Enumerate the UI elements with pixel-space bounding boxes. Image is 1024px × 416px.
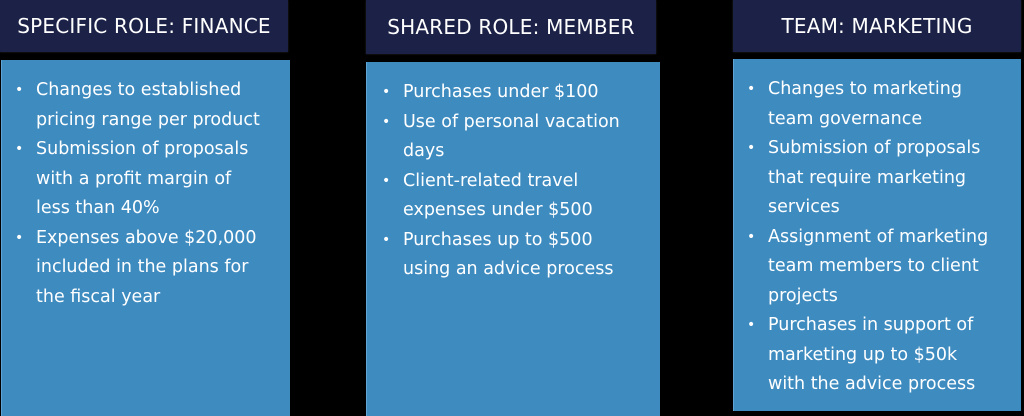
item-line: expenses under $500 <box>403 200 593 220</box>
marketing-team-list: • Changes to marketing team governance •… <box>744 75 1011 400</box>
item-line: services <box>768 197 840 217</box>
list-item: • Changes to established pricing range p… <box>12 76 280 135</box>
list-item: • Assignment of marketing team members t… <box>744 223 1011 312</box>
item-line: Purchases in support of <box>768 315 974 335</box>
bullet-icon: • <box>747 317 756 333</box>
list-item: • Submission of proposals with a profit … <box>12 135 280 224</box>
item-line: Changes to marketing <box>768 79 962 99</box>
list-item: • Submission of proposals that require m… <box>744 134 1011 223</box>
item-line: team governance <box>768 108 923 129</box>
bullet-icon: • <box>382 84 391 100</box>
item-line: team members to client <box>768 256 979 276</box>
item-line: marketing up to $50k <box>768 344 958 365</box>
item-line: Submission of proposals <box>768 138 981 158</box>
bullet-icon: • <box>382 172 391 189</box>
item-line: that require marketing <box>768 167 967 188</box>
item-line: projects <box>768 285 838 306</box>
bullet-icon: • <box>15 229 24 246</box>
finance-role-header: SPECIFIC ROLE: FINANCE <box>0 0 288 52</box>
finance-role-list: • Changes to established pricing range p… <box>12 76 280 312</box>
list-item: • Expenses above $20,000 included in the… <box>12 224 280 313</box>
item-line: Purchases up to $500 <box>403 229 593 250</box>
item-line: included in the plans for <box>36 257 249 277</box>
item-line: less than 40% <box>36 198 160 218</box>
item-line: with a profit margin of <box>36 168 232 189</box>
item-line: Purchases under $100 <box>403 82 599 102</box>
bullet-icon: • <box>382 231 391 248</box>
member-role-panel: • Purchases under $100 • Use of personal… <box>366 62 660 416</box>
item-line: Submission of proposals <box>36 139 249 159</box>
member-role-header: SHARED ROLE: MEMBER <box>366 0 656 54</box>
item-line: Assignment of marketing <box>768 226 989 247</box>
list-item: • Use of personal vacation days <box>379 108 650 167</box>
member-role-list: • Purchases under $100 • Use of personal… <box>379 78 650 285</box>
list-item: • Purchases under $100 <box>379 78 650 108</box>
item-line: Expenses above $20,000 <box>36 227 257 248</box>
marketing-team-header: TEAM: MARKETING <box>733 0 1021 52</box>
item-line: pricing range per product <box>36 109 260 130</box>
item-line: Changes to established <box>36 80 242 100</box>
list-item: • Purchases in support of marketing up t… <box>744 311 1011 400</box>
item-line: days <box>403 141 445 161</box>
list-item: • Client-related travel expenses under $… <box>379 167 650 226</box>
finance-role-panel: • Changes to established pricing range p… <box>1 60 290 416</box>
bullet-icon: • <box>747 228 756 245</box>
item-line: using an advice process <box>403 259 614 279</box>
item-line: the fiscal year <box>36 286 161 307</box>
list-item: • Changes to marketing team governance <box>744 75 1011 134</box>
item-line: Client-related travel <box>403 170 579 191</box>
bullet-icon: • <box>382 113 391 130</box>
bullet-icon: • <box>747 140 756 156</box>
bullet-icon: • <box>15 82 24 98</box>
item-line: Use of personal vacation <box>403 111 620 132</box>
bullet-icon: • <box>747 81 756 97</box>
bullet-icon: • <box>15 141 24 157</box>
item-line: with the advice process <box>768 374 976 394</box>
list-item: • Purchases up to $500 using an advice p… <box>379 226 650 285</box>
marketing-team-panel: • Changes to marketing team governance •… <box>733 59 1021 411</box>
